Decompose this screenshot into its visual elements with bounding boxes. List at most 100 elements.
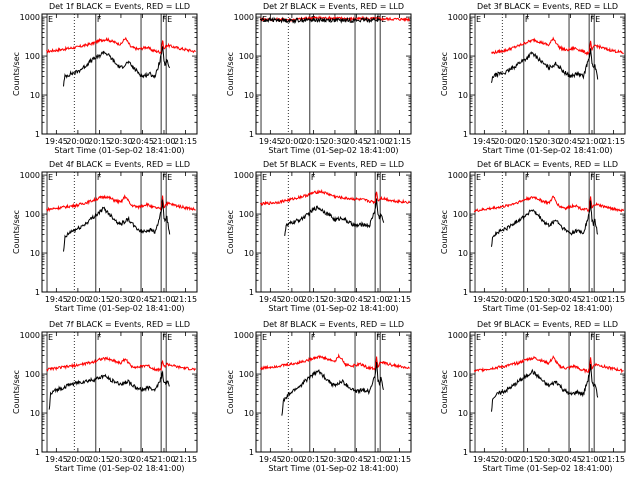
y-axis-label: Counts/sec [226, 370, 235, 414]
x-tick-label: 21:15 [602, 137, 625, 146]
x-tick-label: 20:45 [345, 295, 368, 304]
y-tick-label: 1000 [20, 13, 40, 22]
plot-frame [255, 13, 412, 135]
x-axis-label: Start Time (01-Sep-02 18:41:00) [54, 146, 184, 155]
panel-det-3f: Det 3f BLACK = Events, RED = LLD 1 10 100 10… [440, 2, 626, 155]
x-tick-label: 20:30 [323, 455, 346, 464]
time-marker-label: E [48, 15, 53, 24]
y-tick-label: 100 [453, 210, 468, 219]
x-axis-label: Start Time (01-Sep-02 18:41:00) [268, 146, 398, 155]
time-marker-label: F [162, 15, 167, 24]
x-tick-label: 20:45 [345, 455, 368, 464]
y-tick-label: 10 [458, 409, 468, 418]
x-tick-label: 20:45 [559, 137, 582, 146]
y-tick-label: 10 [458, 249, 468, 258]
x-axis-label: Start Time (01-Sep-02 18:41:00) [54, 464, 184, 473]
panel-det-8f: Det 8f BLACK = Events, RED = LLD 1 10 100 10… [226, 320, 412, 473]
time-marker-label: E [595, 173, 600, 182]
y-tick-label: 1000 [448, 13, 468, 22]
time-marker-label: E [595, 15, 600, 24]
panel-det-6f: Det 6f BLACK = Events, RED = LLD 1 10 100 10… [440, 160, 626, 313]
time-marker-label: F [97, 173, 102, 182]
x-tick-label: 20:00 [66, 295, 89, 304]
panel-title: Det 7f BLACK = Events, RED = LLD [49, 320, 190, 329]
x-tick-label: 21:00 [580, 295, 603, 304]
series-lld-line [46, 194, 196, 213]
y-tick-label: 10 [30, 409, 40, 418]
plot-frame [255, 331, 412, 453]
x-tick-label: 20:45 [131, 295, 154, 304]
x-tick-label: 20:00 [494, 295, 517, 304]
x-tick-label: 21:00 [152, 137, 175, 146]
plot-frame [469, 13, 626, 135]
x-tick-label: 21:00 [366, 295, 389, 304]
x-tick-label: 20:15 [302, 137, 325, 146]
x-tick-label: 19:45 [45, 137, 68, 146]
y-axis-label: Counts/sec [12, 52, 21, 96]
series-events-line [491, 364, 599, 412]
time-marker-label: F [590, 15, 595, 24]
series-lld-line [259, 353, 410, 371]
series-events-line [259, 16, 382, 25]
y-tick-label: 10 [244, 409, 254, 418]
x-tick-label: 19:45 [473, 137, 496, 146]
series-lld-line [46, 356, 197, 373]
plot-frame [41, 171, 198, 293]
panel-det-5f: Det 5f BLACK = Events, RED = LLD 1 10 100 10… [226, 160, 412, 313]
series-events-line [63, 46, 171, 87]
y-axis-label: Counts/sec [440, 52, 449, 96]
x-tick-label: 20:00 [494, 455, 517, 464]
plot-frame [469, 331, 626, 453]
y-axis-label: Counts/sec [226, 52, 235, 96]
series-events-line [63, 199, 171, 252]
x-tick-label: 20:15 [516, 295, 539, 304]
time-marker-label: F [376, 173, 381, 182]
x-tick-label: 20:15 [516, 137, 539, 146]
y-tick-label: 100 [453, 370, 468, 379]
series-lld-line [473, 355, 624, 374]
series-lld-line [259, 188, 411, 206]
y-tick-label: 100 [239, 52, 254, 61]
x-axis-label: Start Time (01-Sep-02 18:41:00) [268, 304, 398, 313]
x-tick-label: 20:15 [88, 295, 111, 304]
y-tick-label: 10 [244, 249, 254, 258]
x-tick-label: 20:45 [131, 455, 154, 464]
x-tick-label: 20:45 [559, 295, 582, 304]
x-tick-label: 20:15 [302, 455, 325, 464]
y-tick-label: 1 [249, 448, 254, 457]
x-axis-label: Start Time (01-Sep-02 18:41:00) [54, 304, 184, 313]
x-tick-label: 20:30 [323, 137, 346, 146]
y-tick-label: 1000 [448, 171, 468, 180]
x-tick-label: 21:00 [366, 455, 389, 464]
time-marker-label: F [162, 333, 167, 342]
series-events-line [491, 48, 599, 83]
y-tick-label: 1000 [234, 171, 254, 180]
y-axis-label: Counts/sec [440, 370, 449, 414]
y-tick-label: 10 [30, 249, 40, 258]
x-tick-label: 20:30 [323, 295, 346, 304]
x-tick-label: 21:15 [174, 137, 197, 146]
x-tick-label: 21:15 [388, 137, 411, 146]
time-marker-label: F [590, 173, 595, 182]
panel-det-2f: Det 2f BLACK = Events, RED = LLD 1 10 100 10… [226, 2, 412, 155]
panel-det-4f: Det 4f BLACK = Events, RED = LLD 1 10 100 10… [12, 160, 198, 313]
time-marker-label: E [381, 333, 386, 342]
x-tick-label: 20:30 [109, 455, 132, 464]
x-tick-label: 20:15 [516, 455, 539, 464]
y-tick-label: 1 [35, 448, 40, 457]
panel-title: Det 4f BLACK = Events, RED = LLD [49, 160, 190, 169]
y-tick-label: 100 [239, 210, 254, 219]
series-events-line [48, 370, 170, 410]
time-marker-label: E [167, 173, 172, 182]
time-marker-label: E [167, 333, 172, 342]
x-tick-label: 19:45 [45, 455, 68, 464]
time-marker-label: F [311, 173, 316, 182]
y-tick-label: 100 [239, 370, 254, 379]
time-marker-label: E [262, 173, 267, 182]
time-marker-label: F [376, 333, 381, 342]
time-marker-label: F [97, 15, 102, 24]
panel-title: Det 1f BLACK = Events, RED = LLD [49, 2, 190, 11]
y-axis-label: Counts/sec [12, 210, 21, 254]
x-tick-label: 21:00 [152, 455, 175, 464]
